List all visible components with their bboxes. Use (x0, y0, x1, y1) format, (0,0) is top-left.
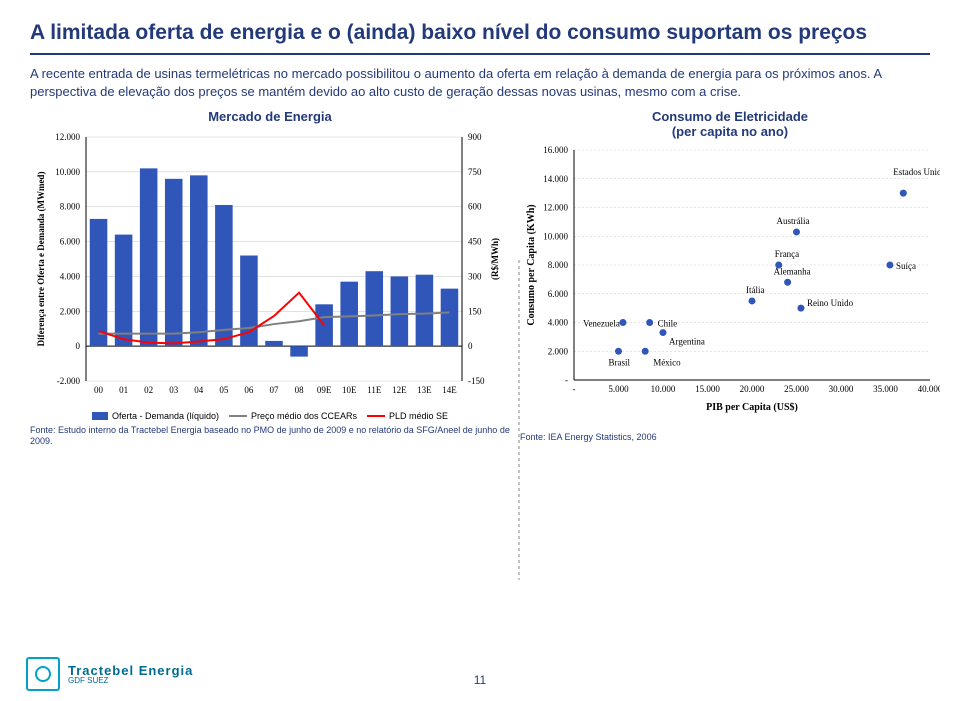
logo-badge-icon (26, 657, 60, 691)
svg-text:4.000: 4.000 (548, 318, 569, 328)
svg-text:Brasil: Brasil (609, 357, 631, 367)
svg-text:-150: -150 (468, 376, 485, 386)
company-logo: Tractebel Energia GDF SUEZ (26, 657, 193, 691)
svg-text:750: 750 (468, 167, 482, 177)
svg-text:40.000: 40.000 (918, 384, 940, 394)
svg-text:13E: 13E (417, 385, 432, 395)
svg-text:Suíça: Suíça (896, 261, 916, 271)
page-number: 11 (474, 673, 486, 687)
svg-text:30.000: 30.000 (829, 384, 854, 394)
svg-text:03: 03 (169, 385, 179, 395)
svg-text:-: - (573, 384, 576, 394)
svg-text:(R$/MWh): (R$/MWh) (490, 238, 500, 280)
svg-text:14E: 14E (442, 385, 457, 395)
mercado-energia-chart: -2.000 0 2.000 4.000 6.000 8.000 10.000 12.000 -… (30, 129, 510, 409)
legend-line2-label: PLD médio SE (389, 411, 448, 421)
svg-text:12.000: 12.000 (55, 132, 80, 142)
svg-text:08: 08 (295, 385, 305, 395)
svg-text:Austrália: Austrália (777, 216, 810, 226)
svg-text:20.000: 20.000 (740, 384, 765, 394)
svg-text:Argentina: Argentina (669, 337, 705, 347)
svg-text:07: 07 (270, 385, 280, 395)
legend-bars-label: Oferta - Demanda (líquido) (112, 411, 219, 421)
svg-text:900: 900 (468, 132, 482, 142)
svg-text:04: 04 (194, 385, 204, 395)
right-chart-title-l1: Consumo de Eletricidade (652, 109, 808, 124)
svg-text:Venezuela: Venezuela (583, 319, 620, 329)
logo-text-1: Tractebel Energia (68, 664, 193, 677)
svg-text:4.000: 4.000 (60, 272, 81, 282)
svg-text:México: México (653, 357, 681, 367)
slide-subtitle: A recente entrada de usinas termelétrica… (30, 65, 900, 100)
svg-text:6.000: 6.000 (60, 237, 81, 247)
svg-text:300: 300 (468, 272, 482, 282)
svg-text:05: 05 (219, 385, 229, 395)
logo-text-2: GDF SUEZ (68, 677, 193, 685)
right-chart-title-l2: (per capita no ano) (672, 124, 788, 139)
svg-text:0: 0 (76, 341, 81, 351)
svg-text:00: 00 (94, 385, 104, 395)
svg-text:10.000: 10.000 (651, 384, 676, 394)
svg-text:10.000: 10.000 (543, 231, 568, 241)
left-chart-legend: Oferta - Demanda (líquido) Preço médio d… (30, 411, 510, 421)
svg-text:8.000: 8.000 (548, 260, 569, 270)
svg-text:35.000: 35.000 (873, 384, 898, 394)
svg-text:Reino Unido: Reino Unido (807, 298, 854, 308)
svg-text:Estados Unidos: Estados Unidos (893, 167, 940, 177)
legend-line1-label: Preço médio dos CCEARs (251, 411, 357, 421)
svg-text:09E: 09E (317, 385, 332, 395)
svg-text:10E: 10E (342, 385, 357, 395)
consumo-scatter-chart: - 2.000 4.000 6.000 8.000 10.000 12.000 14.000 1… (520, 144, 940, 414)
svg-text:5.000: 5.000 (608, 384, 629, 394)
svg-text:PIB per Capita (US$): PIB per Capita (US$) (706, 402, 798, 413)
left-chart-title: Mercado de Energia (30, 110, 510, 125)
svg-text:11E: 11E (367, 385, 382, 395)
svg-text:2.000: 2.000 (548, 346, 569, 356)
svg-text:600: 600 (468, 202, 482, 212)
panel-divider (518, 260, 520, 580)
svg-text:12E: 12E (392, 385, 407, 395)
svg-text:16.000: 16.000 (543, 145, 568, 155)
slide-title: A limitada oferta de energia e o (ainda)… (30, 20, 930, 45)
svg-text:0: 0 (468, 341, 473, 351)
left-chart-footnote: Fonte: Estudo interno da Tractebel Energ… (30, 425, 510, 447)
right-chart-panel: Consumo de Eletricidade (per capita no a… (520, 110, 940, 447)
svg-text:6.000: 6.000 (548, 289, 569, 299)
svg-text:Diferença entre Oferta e Deman: Diferença entre Oferta e Demanda (MWmed) (36, 172, 46, 347)
svg-text:15.000: 15.000 (695, 384, 720, 394)
svg-text:25.000: 25.000 (784, 384, 809, 394)
svg-text:02: 02 (144, 385, 153, 395)
title-rule (30, 53, 930, 55)
svg-text:06: 06 (244, 385, 254, 395)
right-chart-title: Consumo de Eletricidade (per capita no a… (520, 110, 940, 140)
svg-text:10.000: 10.000 (55, 167, 80, 177)
svg-text:Itália: Itália (746, 285, 765, 295)
svg-text:14.000: 14.000 (543, 174, 568, 184)
svg-text:-: - (565, 375, 568, 385)
right-chart-footnote: Fonte: IEA Energy Statistics, 2006 (520, 432, 940, 443)
svg-text:450: 450 (468, 237, 482, 247)
svg-text:8.000: 8.000 (60, 202, 81, 212)
svg-text:01: 01 (119, 385, 128, 395)
svg-text:150: 150 (468, 307, 482, 317)
svg-text:França: França (775, 249, 800, 259)
svg-text:Consumo per Capita (KWh): Consumo per Capita (KWh) (526, 205, 537, 326)
svg-text:-2.000: -2.000 (57, 376, 81, 386)
svg-text:12.000: 12.000 (543, 203, 568, 213)
left-chart-panel: Mercado de Energia -2.000 0 2.000 4.000 6.00… (30, 110, 510, 447)
svg-text:Chile: Chile (658, 319, 678, 329)
svg-text:2.000: 2.000 (60, 307, 81, 317)
